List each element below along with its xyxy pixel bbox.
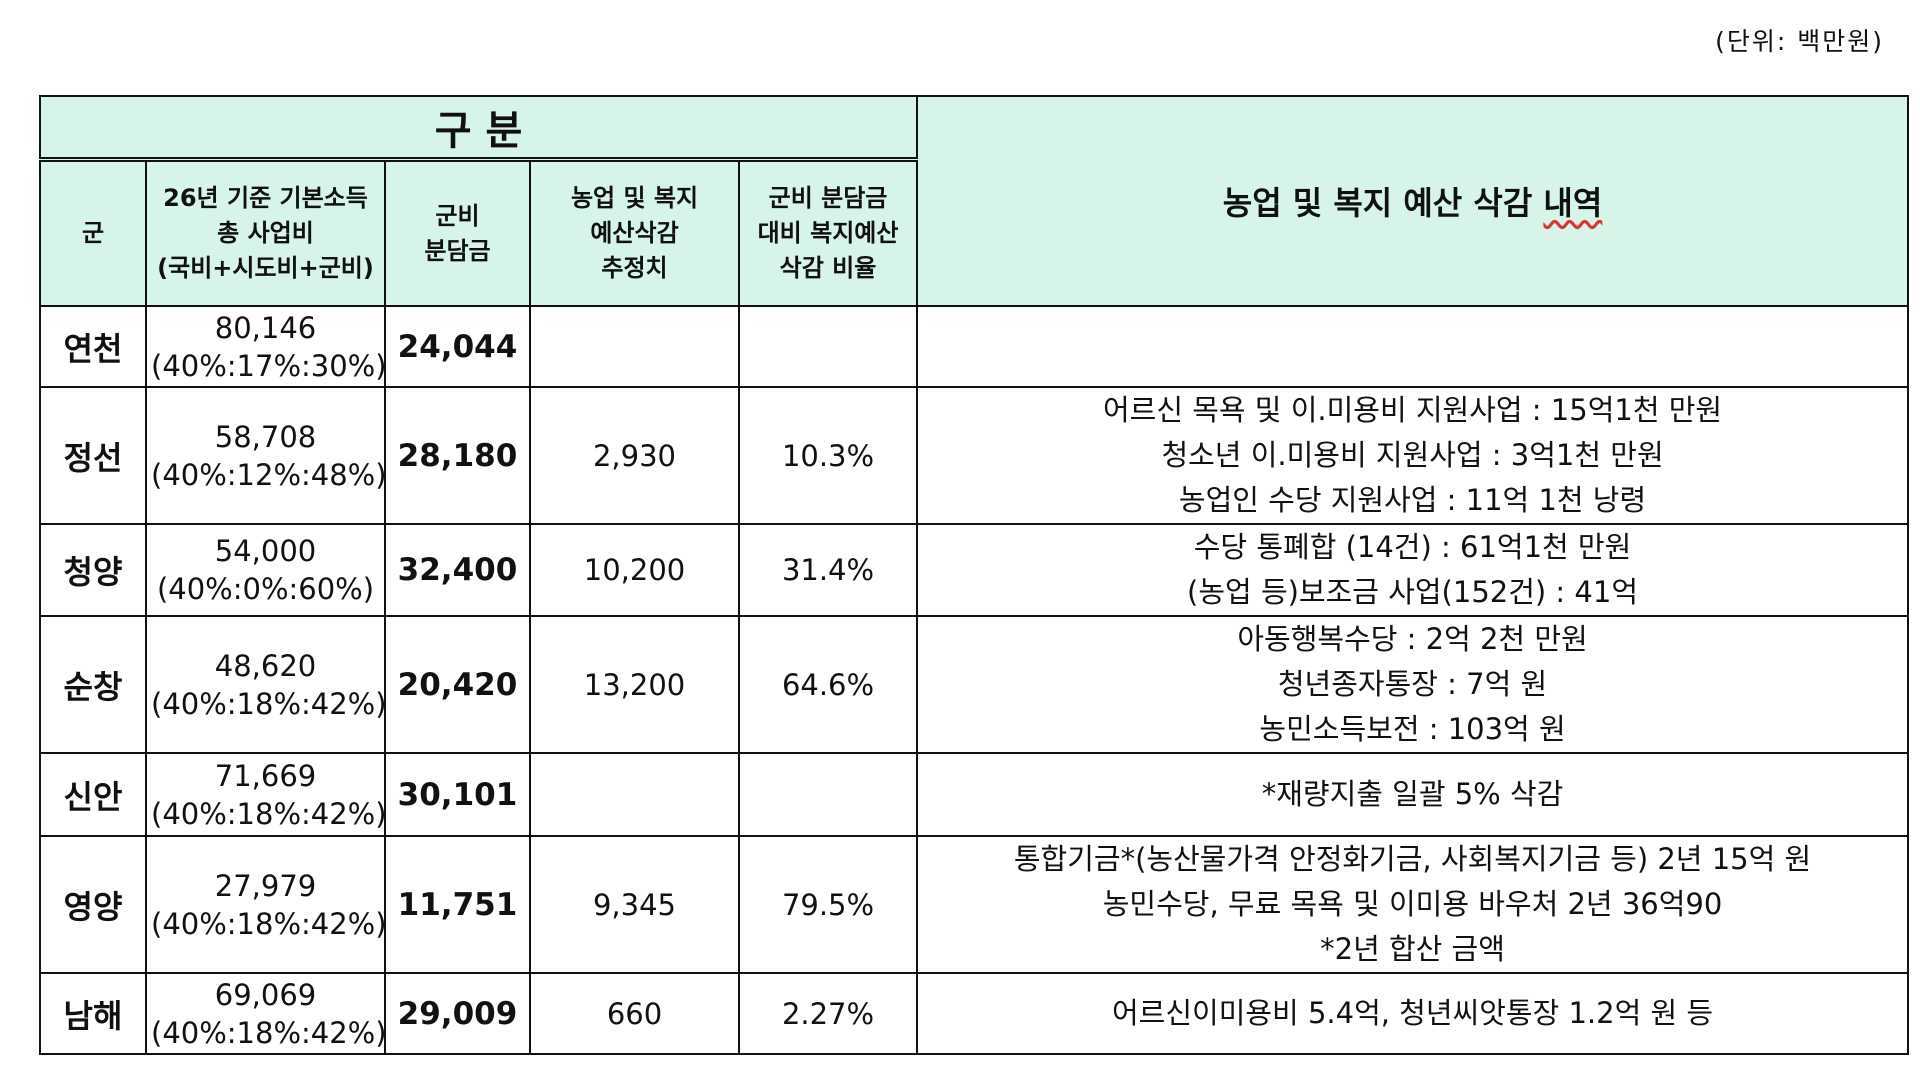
cut-cell <box>529 752 740 837</box>
table-row: 남해 69,069 (40%:18%:42%) 29,009 660 2.27% … <box>39 972 1910 1055</box>
total-amount: 58,708 <box>214 419 317 454</box>
region-cell: 신안 <box>39 752 147 837</box>
table-body: 연천 80,146 (40%:17%:30%) 24,044 정선 58,708(… <box>39 305 1910 1055</box>
funding-ratio: (40%:18%:42%) <box>151 686 387 721</box>
header-cut: 농업 및 복지 예산삭감 추정치 <box>529 158 740 307</box>
share-cell: 20,420 <box>384 615 531 754</box>
total-cell: 80,146 (40%:17%:30%) <box>145 305 387 388</box>
header-total-line-1: 26년 기준 기본소득 <box>163 184 368 212</box>
header-rate-line-2: 대비 복지예산 <box>757 219 899 247</box>
detail-line: 농민수당, 무료 목욕 및 이미용 바우처 2년 36억90 <box>1102 887 1723 921</box>
table-row: 신안 71,669 (40%:18%:42%) 30,101 *재량지출 일괄 5… <box>39 752 1910 837</box>
total-amount: 27,979 <box>214 868 317 903</box>
total-cell: 27,979 (40%:18%:42%) <box>145 835 387 974</box>
table-row: 연천 80,146 (40%:17%:30%) 24,044 <box>39 305 1910 388</box>
share-cell: 28,180 <box>384 386 531 525</box>
header-total-line-3: (국비+시도비+군비) <box>157 254 374 282</box>
share-cell: 11,751 <box>384 835 531 974</box>
rate-cell: 31.4% <box>737 523 919 617</box>
cut-cell: 13,200 <box>529 615 740 754</box>
detail-line: 청년종자통장 : 7억 원 <box>1277 667 1548 701</box>
detail-line: 농업인 수당 지원사업 : 11억 1천 낭령 <box>1178 483 1647 517</box>
rate-cell: 79.5% <box>737 835 919 974</box>
details-cell <box>916 305 1910 388</box>
total-cell: 58,708 (40%:12%:48%) <box>145 386 387 525</box>
header-group-label: 구 분 <box>38 95 919 162</box>
cut-cell <box>529 305 740 388</box>
header-share: 군비 분담금 <box>384 158 531 307</box>
table-row: 정선 58,708 (40%:12%:48%) 28,180 2,930 10.3… <box>39 386 1910 525</box>
header-rate-line-3: 삭감 비율 <box>779 254 877 282</box>
table-row: 영양 27,979 (40%:18%:42%) 11,751 9,345 79.5… <box>39 835 1910 974</box>
total-cell: 69,069 (40%:18%:42%) <box>145 972 387 1055</box>
header-details-main: 농업 및 복지 예산 삭감 <box>1222 184 1544 222</box>
table-row: 청양 54,000 (40%:0%:60%) 32,400 10,200 31.4… <box>39 523 1910 617</box>
unit-note: (단위: 백만원) <box>1715 27 1884 56</box>
header-rate-line-1: 군비 분담금 <box>768 184 888 212</box>
share-cell: 24,044 <box>384 305 531 388</box>
detail-line: 통합기금*(농산물가격 안정화기금, 사회복지기금 등) 2년 15억 원 <box>1013 842 1812 876</box>
header-total-line-2: 총 사업비 <box>217 219 314 247</box>
funding-ratio: (40%:18%:42%) <box>151 906 387 941</box>
header-cut-line-3: 추정치 <box>601 254 668 282</box>
funding-ratio: (40%:18%:42%) <box>151 796 387 831</box>
detail-line: 청소년 이.미용비 지원사업 : 3억1천 만원 <box>1161 438 1664 472</box>
details-cell: 수당 통폐합 (14건) : 61억1천 만원 (농업 등)보조금 사업(152… <box>916 523 1910 617</box>
details-cell: 어르신 목욕 및 이.미용비 지원사업 : 15억1천 만원 청소년 이.미용비… <box>916 386 1910 525</box>
header-cut-line-2: 예산삭감 <box>590 219 679 247</box>
header-region: 군 <box>39 158 147 307</box>
cut-cell: 9,345 <box>529 835 740 974</box>
table-row: 순창 48,620 (40%:18%:42%) 20,420 13,200 64.… <box>39 615 1910 754</box>
header-share-line-2: 분담금 <box>424 236 491 265</box>
detail-line: 수당 통폐합 (14건) : 61억1천 만원 <box>1193 530 1632 564</box>
total-amount: 71,669 <box>214 758 317 793</box>
details-cell: 어르신이미용비 5.4억, 청년씨앗통장 1.2억 원 등 <box>916 972 1910 1055</box>
cut-cell: 2,930 <box>529 386 740 525</box>
total-amount: 69,069 <box>214 977 317 1012</box>
funding-ratio: (40%:18%:42%) <box>151 1015 387 1050</box>
share-cell: 29,009 <box>384 972 531 1055</box>
header-total: 26년 기준 기본소득 총 사업비 (국비+시도비+군비) <box>145 158 386 307</box>
details-cell: 아동행복수당 : 2억 2천 만원 청년종자통장 : 7억 원 농민소득보전 :… <box>916 615 1910 754</box>
region-cell: 순창 <box>39 615 147 754</box>
header-rate: 군비 분담금 대비 복지예산 삭감 비율 <box>737 158 919 307</box>
header-details-label: 농업 및 복지 예산 삭감 내역 <box>916 95 1910 307</box>
rate-cell <box>737 305 919 388</box>
detail-line: (농업 등)보조금 사업(152건) : 41억 <box>1187 575 1639 609</box>
region-cell: 연천 <box>39 305 147 388</box>
region-cell: 청양 <box>39 523 147 617</box>
details-cell: *재량지출 일괄 5% 삭감 <box>916 752 1910 837</box>
share-cell: 32,400 <box>384 523 531 617</box>
funding-ratio: (40%:12%:48%) <box>151 457 387 492</box>
rate-cell: 2.27% <box>737 972 919 1055</box>
total-cell: 48,620 (40%:18%:42%) <box>145 615 387 754</box>
funding-ratio: (40%:17%:30%) <box>151 348 387 383</box>
total-amount: 54,000 <box>214 534 317 568</box>
header-details-underlined: 내역 <box>1543 184 1603 222</box>
cut-cell: 660 <box>529 972 740 1055</box>
detail-line: 어르신이미용비 5.4억, 청년씨앗통장 1.2억 원 등 <box>1111 996 1714 1030</box>
region-cell: 남해 <box>39 972 147 1055</box>
rate-cell: 10.3% <box>737 386 919 525</box>
detail-line: *2년 합산 금액 <box>1320 932 1505 966</box>
detail-line: *재량지출 일괄 5% 삭감 <box>1261 777 1564 811</box>
total-cell: 54,000 (40%:0%:60%) <box>145 523 386 617</box>
detail-line: 아동행복수당 : 2억 2천 만원 <box>1237 622 1588 656</box>
total-amount: 80,146 <box>214 310 317 345</box>
region-cell: 영양 <box>39 835 147 974</box>
detail-line: 어르신 목욕 및 이.미용비 지원사업 : 15억1천 만원 <box>1102 393 1723 427</box>
detail-line: 농민소득보전 : 103억 원 <box>1259 712 1566 746</box>
total-cell: 71,669 (40%:18%:42%) <box>145 752 387 837</box>
rate-cell: 64.6% <box>737 615 919 754</box>
cut-cell: 10,200 <box>529 523 740 617</box>
details-cell: 통합기금*(농산물가격 안정화기금, 사회복지기금 등) 2년 15억 원 농민… <box>916 835 1910 974</box>
region-cell: 정선 <box>39 386 147 525</box>
share-cell: 30,101 <box>384 752 531 837</box>
header-share-line-1: 군비 <box>435 201 480 230</box>
header-cut-line-1: 농업 및 복지 <box>570 184 699 212</box>
funding-ratio: (40%:0%:60%) <box>156 572 375 606</box>
total-amount: 48,620 <box>214 648 317 683</box>
rate-cell <box>737 752 919 837</box>
budget-cut-table: 구 분 농업 및 복지 예산 삭감 내역 군 26년 기준 기본소득 총 사업비… <box>38 95 1910 1055</box>
